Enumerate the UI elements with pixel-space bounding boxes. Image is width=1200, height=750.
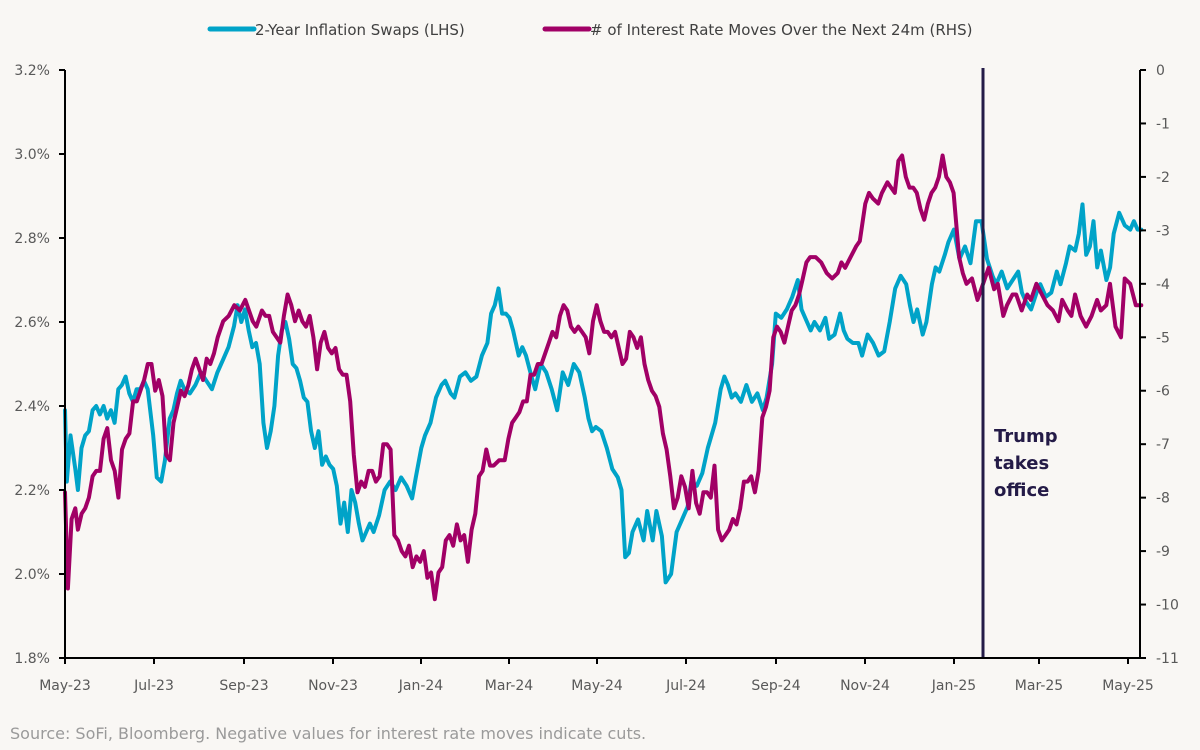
x-tick-label: Sep-24 — [751, 678, 800, 694]
x-tick-label: Nov-23 — [308, 678, 358, 694]
x-tick-label: Jul-24 — [665, 678, 706, 694]
x-tick-label: May-24 — [571, 678, 623, 694]
right-tick-label: -6 — [1156, 384, 1170, 400]
left-tick-label: 2.2% — [14, 483, 50, 499]
series-layer — [63, 153, 1144, 602]
right-tick-label: -7 — [1156, 437, 1170, 453]
legend-label-inflation-swaps: 2-Year Inflation Swaps (LHS) — [255, 21, 465, 39]
right-tick-label: -11 — [1156, 651, 1179, 667]
series-line-rate-moves — [63, 153, 1144, 602]
left-tick-label: 3.0% — [14, 147, 50, 163]
trump-takes-office-label: office — [994, 480, 1049, 501]
right-tick-label: -10 — [1156, 598, 1179, 614]
right-tick-label: -3 — [1156, 223, 1170, 239]
source-note: Source: SoFi, Bloomberg. Negative values… — [10, 724, 647, 743]
x-tick-label: Mar-24 — [485, 678, 533, 694]
left-tick-label: 2.6% — [14, 315, 50, 331]
right-tick-label: -9 — [1156, 544, 1170, 560]
right-tick-label: 0 — [1156, 63, 1165, 79]
trump-takes-office-label: Trump — [994, 426, 1058, 447]
axes-layer: 1.8% 2.0% 2.2% 2.4% 2.6% 2.8% 3.0% 3.2% 0 -1 -2 -3 -… — [14, 63, 1178, 694]
right-tick-label: -2 — [1156, 170, 1170, 186]
trump-takes-office-label: takes — [994, 453, 1049, 474]
right-tick-label: -8 — [1156, 491, 1170, 507]
x-tick-label: Jul-23 — [133, 678, 174, 694]
x-tick-label: May-23 — [39, 678, 91, 694]
legend: 2-Year Inflation Swaps (LHS) # of Interes… — [207, 21, 972, 39]
x-tick-label: May-25 — [1102, 678, 1154, 694]
series-line-inflation-swaps — [63, 202, 1144, 585]
x-tick-label: Jan-24 — [398, 678, 444, 694]
left-tick-label: 2.4% — [14, 399, 50, 415]
left-tick-label: 2.8% — [14, 231, 50, 247]
x-tick-label: Sep-23 — [219, 678, 268, 694]
right-tick-label: -5 — [1156, 330, 1170, 346]
legend-label-rate-moves: # of Interest Rate Moves Over the Next 2… — [590, 21, 972, 39]
right-tick-label: -1 — [1156, 116, 1170, 132]
x-tick-label: Nov-24 — [840, 678, 890, 694]
left-tick-label: 2.0% — [14, 567, 50, 583]
right-tick-label: -4 — [1156, 277, 1170, 293]
left-tick-label: 3.2% — [14, 63, 50, 79]
x-tick-label: Jan-25 — [931, 678, 976, 694]
x-tick-label: Mar-25 — [1015, 678, 1063, 694]
left-tick-label: 1.8% — [14, 651, 50, 667]
annotation-layer: Trump takes office — [981, 68, 1058, 658]
